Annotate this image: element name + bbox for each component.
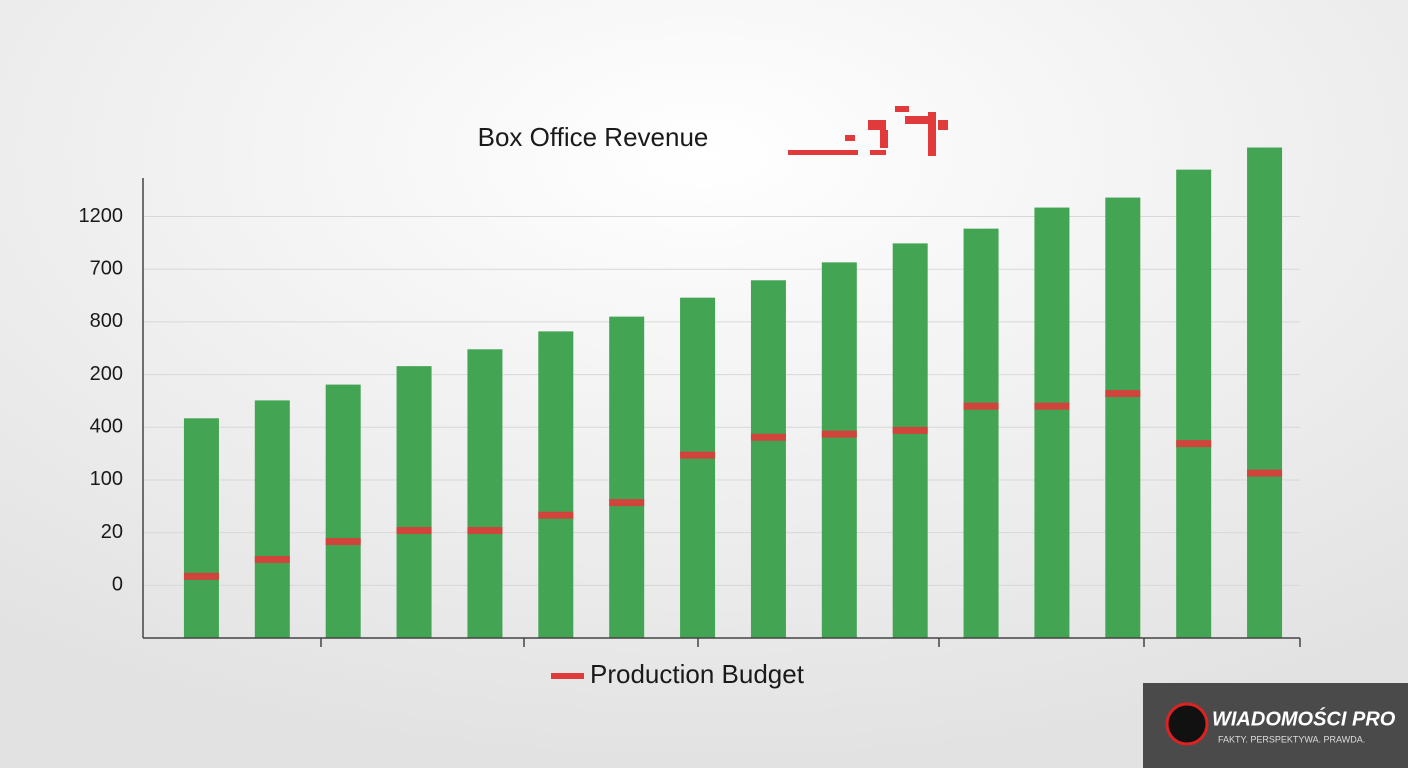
budget-marker (1105, 390, 1141, 398)
bar (254, 400, 290, 638)
y-tick-label: 800 (90, 310, 123, 332)
y-tick-label: 200 (90, 363, 123, 385)
budget-marker (183, 572, 219, 580)
bar (892, 243, 928, 638)
y-tick-label: 20 (101, 521, 123, 543)
budget-marker (254, 556, 290, 564)
watermark-name: WIADOMOŚCI PRO (1212, 706, 1396, 730)
watermark: WIADOMOŚCI PRO FAKTY. PERSPEKTYWA. PRAWD… (1143, 683, 1408, 768)
budget-marker (467, 527, 503, 535)
bar (538, 331, 574, 638)
budget-marker (821, 430, 857, 438)
chart-title: Box Office Revenue (478, 122, 709, 152)
bar (325, 384, 361, 638)
budget-marker (1034, 402, 1070, 410)
y-tick-label: 1200 (79, 205, 124, 227)
bar (1247, 147, 1283, 638)
watermark-tagline: FAKTY. PERSPEKTYWA. PRAWDA. (1218, 734, 1365, 744)
budget-marker (1247, 469, 1283, 477)
budget-marker (609, 499, 645, 507)
budget-marker (892, 426, 928, 434)
bar (396, 366, 432, 638)
plot-area (143, 147, 1300, 638)
legend-label: Production Budget (590, 659, 805, 689)
y-tick-label: 100 (90, 468, 123, 490)
y-tick-label: 400 (90, 416, 123, 438)
bar (1105, 197, 1141, 638)
bar (821, 262, 857, 638)
budget-marker (1176, 440, 1212, 448)
bar (1034, 207, 1070, 638)
budget-marker (396, 527, 432, 535)
bar (1176, 169, 1212, 638)
y-tick-label: 0 (112, 574, 123, 596)
bar (467, 349, 503, 638)
bar (750, 280, 786, 638)
budget-marker (538, 511, 574, 519)
budget-marker (963, 402, 999, 410)
legend-swatch (551, 673, 584, 679)
budget-marker (750, 433, 786, 441)
bar (963, 228, 999, 638)
y-tick-label: 700 (90, 257, 123, 279)
x-axis-ticks (320, 638, 1301, 647)
budget-marker (680, 451, 716, 459)
bar (183, 418, 219, 638)
legend: Production Budget (551, 659, 805, 689)
bar (609, 316, 645, 638)
budget-marker (325, 538, 361, 546)
bar (680, 297, 716, 638)
title-glyph (788, 106, 948, 156)
